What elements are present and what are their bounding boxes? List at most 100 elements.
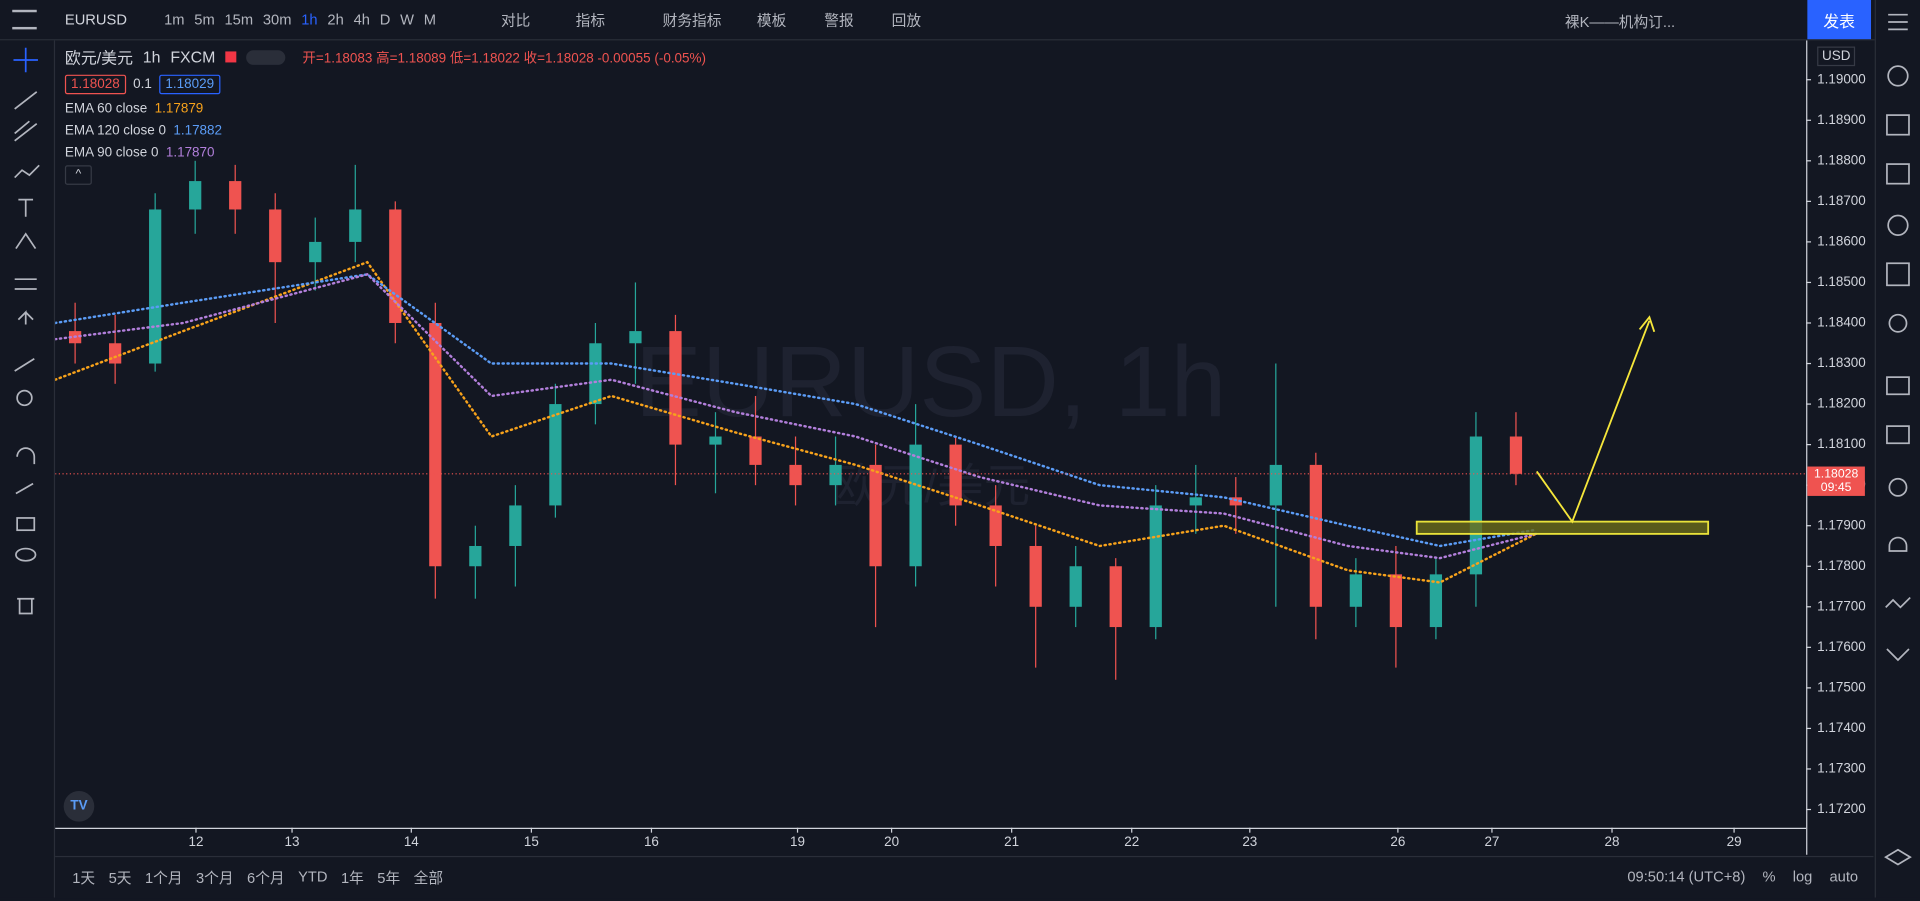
- y-tick-label: 1.17800: [1817, 558, 1866, 573]
- y-tick-label: 1.18300: [1817, 355, 1866, 370]
- x-tick-label: 12: [188, 834, 203, 849]
- interval[interactable]: 5m: [194, 11, 215, 29]
- menu-icon[interactable]: [12, 9, 37, 30]
- candle-body: [309, 241, 322, 263]
- left-toolbar: [0, 40, 56, 898]
- replay[interactable]: 回放: [891, 11, 922, 29]
- alert[interactable]: 警报: [824, 11, 854, 29]
- auto-toggle[interactable]: auto: [1829, 868, 1859, 886]
- range[interactable]: 1年: [340, 868, 364, 886]
- y-tick-label: 1.17400: [1817, 720, 1866, 735]
- interval[interactable]: W: [400, 11, 415, 29]
- interval[interactable]: 1m: [164, 11, 185, 29]
- candle-body: [949, 444, 962, 506]
- candle-body: [829, 464, 842, 486]
- y-tick-label: 1.18400: [1817, 315, 1866, 330]
- arrow-line: [1535, 320, 1651, 524]
- currency[interactable]: USD: [1817, 46, 1856, 67]
- range[interactable]: 全部: [413, 868, 444, 886]
- x-tick-label: 14: [404, 834, 419, 849]
- candle-body: [989, 505, 1002, 546]
- spread: 0.1: [133, 77, 152, 92]
- y-tick-label: 1.17900: [1817, 517, 1866, 532]
- candle-body: [349, 209, 362, 242]
- study: EMA 120 close 0 1.17882: [65, 124, 706, 139]
- range[interactable]: 6个月: [247, 868, 285, 886]
- candle-body: [1309, 464, 1322, 607]
- x-tick-label: 28: [1605, 834, 1620, 849]
- candle-body: [1149, 505, 1162, 628]
- financials[interactable]: 财务指标: [662, 11, 722, 29]
- interval[interactable]: 30m: [262, 11, 292, 29]
- candle-body: [909, 444, 922, 567]
- x-tick-label: 21: [1004, 834, 1019, 849]
- log-toggle[interactable]: log: [1792, 868, 1813, 886]
- y-tick-label: 1.18700: [1817, 193, 1866, 208]
- candle-body: [269, 209, 282, 263]
- study-name: EMA 120 close 0: [64, 123, 166, 139]
- y-tick-label: 1.18900: [1817, 112, 1866, 127]
- countdown: 09:45: [1820, 481, 1852, 495]
- compare[interactable]: 对比: [500, 11, 531, 29]
- top-toolbar: EURUSD 1m 5m 15m 30m 1h 2h 4h D W M 对比 指标 财务指标 模板…: [0, 0, 1920, 41]
- publish-button[interactable]: 发表: [1807, 0, 1872, 40]
- x-tick-label: 22: [1124, 834, 1139, 849]
- layout-name[interactable]: 裸K——机构订...: [1564, 13, 1676, 31]
- y-tick-label: 1.18800: [1817, 152, 1866, 167]
- indicators[interactable]: 指标: [575, 11, 606, 29]
- ask[interactable]: 1.18029: [159, 74, 221, 95]
- interval[interactable]: D: [379, 11, 391, 29]
- last-price: 1.18028: [1813, 467, 1859, 482]
- ema-line: [53, 272, 1538, 560]
- candle-body: [429, 322, 442, 567]
- y-tick-label: 1.18100: [1817, 436, 1866, 451]
- candle-body: [109, 343, 122, 364]
- candle-body: [1349, 574, 1362, 607]
- interval[interactable]: M: [423, 11, 437, 29]
- range[interactable]: 5年: [377, 868, 401, 886]
- candle-body: [629, 331, 642, 344]
- templates[interactable]: 模板: [756, 11, 787, 29]
- interval[interactable]: 15m: [224, 11, 254, 29]
- range[interactable]: YTD: [298, 868, 328, 886]
- interval[interactable]: 2h: [327, 11, 344, 29]
- y-tick-label: 1.19000: [1817, 71, 1866, 86]
- legend-ohlc: 开=1.18083 高=1.18089 低=1.18022 收=1.18028 …: [302, 50, 707, 66]
- percent-toggle[interactable]: %: [1762, 868, 1776, 886]
- x-tick-label: 23: [1242, 834, 1257, 849]
- candle-body: [789, 464, 802, 486]
- bottom-bar: 1天 5天 1个月 3个月 6个月 YTD 1年 5年 全部 09:50:14 (UTC+8) …: [55, 855, 1874, 899]
- candle-body: [509, 505, 522, 546]
- study-value: 1.17870: [165, 145, 215, 161]
- symbol[interactable]: EURUSD: [64, 11, 127, 29]
- bottom-right: 09:50:14 (UTC+8) % log auto: [1627, 857, 1858, 896]
- x-tick-label: 15: [524, 834, 539, 849]
- legend: 欧元/美元 1h FXCM 开=1.18083 高=1.18089 低=1.18…: [64, 45, 707, 185]
- range[interactable]: 1个月: [144, 868, 183, 886]
- interval[interactable]: 4h: [353, 11, 370, 29]
- interval[interactable]: 1h: [301, 11, 318, 29]
- study-name: EMA 60 close: [64, 101, 148, 117]
- range[interactable]: 3个月: [195, 868, 234, 886]
- candle-body: [549, 404, 562, 506]
- y-tick-label: 1.18600: [1817, 233, 1866, 248]
- logo[interactable]: TV: [63, 791, 95, 822]
- candle-body: [1509, 436, 1523, 474]
- candle-body: [1109, 566, 1122, 628]
- widget-icons: [1884, 13, 1912, 866]
- ema-line: [53, 260, 1538, 584]
- study: EMA 90 close 0 1.17870: [65, 146, 706, 161]
- range[interactable]: 1天: [72, 868, 96, 886]
- study-name: EMA 90 close 0: [64, 145, 159, 161]
- toolbar-row: EURUSD 1m 5m 15m 30m 1h 2h 4h D W M 对比 指标 财务指标 模板…: [65, 0, 921, 39]
- range[interactable]: 5天: [108, 868, 132, 886]
- zone-box: [1415, 520, 1710, 535]
- y-tick-label: 1.17300: [1817, 761, 1866, 776]
- bid[interactable]: 1.18028: [64, 74, 126, 95]
- candle-body: [1429, 574, 1443, 628]
- y-tick-label: 1.17500: [1817, 679, 1866, 694]
- studies: EMA 60 close 1.17879 EMA 120 close 0 1.1788…: [65, 102, 706, 161]
- y-tick-label: 1.17700: [1817, 598, 1866, 613]
